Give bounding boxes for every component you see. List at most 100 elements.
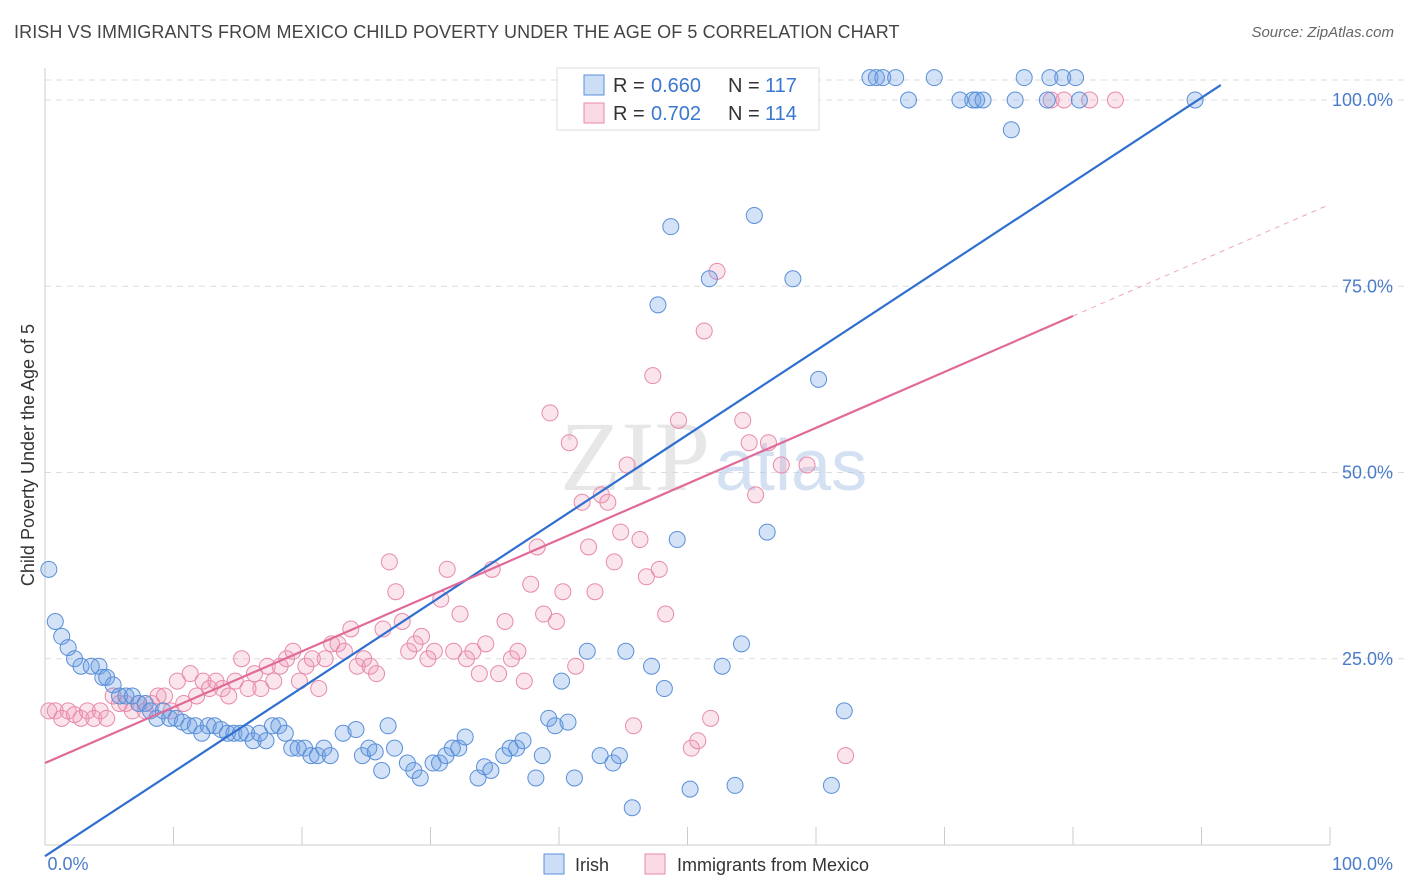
mexico-point (657, 605, 675, 623)
irish-point (180, 717, 198, 735)
bottom-legend-irish-label: Irish (575, 855, 609, 875)
mexico-point (425, 642, 443, 660)
x-tick-label: 0.0% (47, 854, 88, 874)
mexico-point (798, 456, 816, 474)
mexico-point (515, 672, 533, 690)
irish-point (968, 91, 986, 109)
irish-point (784, 270, 802, 288)
mexico-trendline-extension (1072, 203, 1331, 317)
legend-frame (556, 67, 820, 131)
mexico-point (451, 605, 469, 623)
y-axis-title: Child Poverty Under the Age of 5 (18, 324, 38, 586)
mexico-point (220, 687, 238, 705)
legend-irish-n-value: 117 (765, 75, 797, 97)
mexico-point (490, 665, 508, 683)
mexico-point (618, 456, 636, 474)
irish-point (218, 724, 236, 742)
mexico-point (625, 717, 643, 735)
chart-title: IRISH VS IMMIGRANTS FROM MEXICO CHILD PO… (14, 22, 900, 42)
series-mexico-points (40, 91, 1124, 765)
mexico-point (168, 672, 186, 690)
irish-point (411, 769, 429, 787)
irish-point (514, 732, 532, 750)
irish-point (1038, 91, 1056, 109)
irish-point (643, 657, 661, 675)
mexico-point (772, 456, 790, 474)
mexico-point (644, 367, 662, 385)
mexico-point (368, 665, 386, 683)
mexico-point (496, 613, 514, 630)
mexico-point (252, 680, 270, 698)
irish-point (1002, 121, 1020, 139)
irish-point (726, 776, 744, 794)
irish-point (553, 672, 571, 690)
mexico-point (387, 583, 405, 601)
irish-point (533, 747, 551, 765)
chart-source: Source: ZipAtlas.com (1251, 24, 1394, 41)
irish-point (974, 91, 992, 109)
y-tick-label: 25.0% (1342, 649, 1393, 669)
irish-point (546, 717, 564, 735)
legend-mexico-n-label: N = (728, 103, 760, 125)
irish-point (861, 69, 879, 87)
irish-point (1041, 69, 1059, 87)
irish-point (745, 206, 763, 224)
irish-point (386, 739, 404, 757)
bottom-legend-irish-swatch (543, 853, 565, 875)
mexico-point (605, 553, 623, 571)
mexico-point (702, 709, 720, 727)
irish-point (366, 743, 384, 761)
irish-point (527, 769, 545, 787)
mexico-point (265, 672, 283, 690)
mexico-point (586, 583, 604, 601)
irish-point (347, 721, 365, 739)
mexico-point (477, 635, 495, 653)
irish-point (623, 799, 641, 817)
irish-point (649, 296, 667, 314)
irish-point (276, 724, 294, 742)
irish-point (867, 69, 885, 87)
mexico-point (438, 560, 456, 578)
irish-point (501, 739, 519, 757)
irish-point (591, 747, 609, 765)
mexico-point (303, 650, 321, 668)
mexico-point (631, 531, 649, 549)
irish-point (874, 69, 892, 87)
mexico-trendline (44, 315, 1074, 765)
irish-point (302, 747, 320, 765)
bottom-legend-mexico-swatch (644, 853, 666, 875)
y-tick-label: 100.0% (1332, 90, 1393, 110)
mexico-point (233, 650, 251, 668)
irish-point (578, 642, 596, 660)
bottom-legend: Irish Immigrants from Mexico (543, 853, 869, 875)
irish-point (1006, 91, 1024, 109)
irish-point (1015, 69, 1033, 87)
irish-point (482, 762, 500, 779)
mexico-point (580, 538, 598, 556)
y-tick-label: 50.0% (1342, 463, 1393, 483)
irish-point (559, 713, 577, 731)
mexico-point (560, 434, 578, 452)
mexico-point (637, 568, 655, 586)
irish-point (199, 717, 217, 735)
mexico-point (470, 665, 488, 683)
irish-point (758, 523, 776, 541)
legend-irish-r-value: 0.660 (651, 75, 701, 97)
mexico-point (522, 575, 540, 593)
irish-point (662, 218, 680, 236)
mexico-point (40, 702, 58, 720)
irish-point (1054, 69, 1072, 87)
irish-point (283, 739, 301, 757)
mexico-point (567, 657, 585, 675)
irish-point (379, 717, 397, 735)
mexico-point (541, 404, 559, 422)
mexico-point (464, 642, 482, 660)
irish-point (443, 739, 461, 757)
irish-point (1067, 69, 1085, 87)
irish-trendline (44, 84, 1222, 858)
mexico-point (239, 680, 257, 698)
irish-point (951, 91, 969, 109)
legend-mexico-swatch (583, 102, 605, 124)
mexico-point (734, 411, 752, 429)
mexico-point (445, 642, 463, 660)
